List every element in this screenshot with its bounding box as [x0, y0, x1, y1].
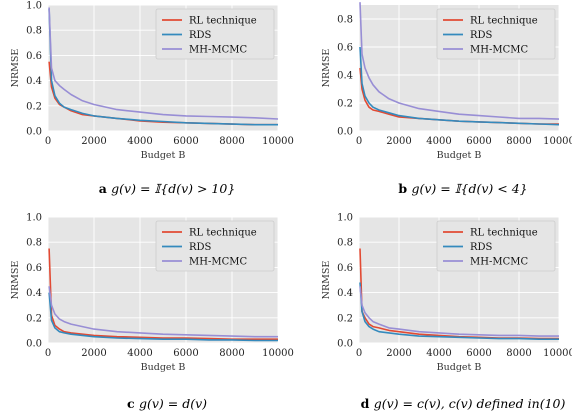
x-tick-label: 10000	[262, 136, 294, 147]
legend-label: RL technique	[470, 16, 538, 27]
y-tick-label: 0.4	[26, 288, 42, 299]
y-tick-label: 0.4	[337, 71, 353, 82]
series-line-rds	[359, 282, 559, 341]
legend-label: RL technique	[470, 228, 538, 239]
legend-label: MH-MCMC	[189, 257, 247, 268]
legend	[436, 220, 556, 272]
series-line-rl-technique	[48, 248, 278, 341]
y-tick-label: 0.4	[26, 76, 42, 87]
y-axis-label: NRMSE	[321, 49, 332, 88]
x-tick-label: 0	[356, 136, 362, 147]
y-tick-label: 0.0	[26, 127, 42, 138]
x-tick-label: 8000	[506, 136, 531, 147]
x-tick-label: 2000	[81, 348, 106, 359]
y-tick-label: 0.2	[26, 313, 42, 324]
y-tick-label: 0.0	[26, 339, 42, 350]
y-tick-label: 0.8	[26, 26, 42, 37]
x-axis-label: Budget B	[141, 362, 186, 373]
x-tick-label: 4000	[426, 348, 451, 359]
y-tick-label: 0.4	[337, 288, 353, 299]
legend-label: MH-MCMC	[470, 45, 528, 56]
y-tick-label: 0.6	[26, 51, 42, 62]
panel-b: 0.0 0.2 0.4 0.6 0.8 0 2000 4000 6000 8000 10000 Bud…	[321, 2, 572, 196]
x-tick-label: 10000	[262, 348, 294, 359]
series-line-mh-mcmc	[359, 2, 560, 120]
series-line-rds	[48, 8, 278, 126]
y-tick-label: 1.0	[26, 213, 42, 224]
x-tick-label: 6000	[466, 348, 491, 359]
y-tick-label: 1.0	[26, 1, 42, 12]
x-tick-label: 2000	[386, 348, 411, 359]
x-tick-label: 4000	[127, 348, 152, 359]
y-axis-label: NRMSE	[10, 261, 21, 300]
x-tick-label: 8000	[219, 348, 244, 359]
series-line-mh-mcmc	[48, 7, 279, 120]
y-tick-label: 0.8	[337, 15, 353, 26]
legend-label: RDS	[470, 30, 493, 41]
x-tick-label: 0	[45, 348, 51, 359]
y-tick-label: 1.0	[337, 213, 353, 224]
x-tick-label: 6000	[173, 348, 198, 359]
x-tick-label: 10000	[543, 348, 572, 359]
y-tick-label: 0.8	[337, 238, 353, 249]
panel-caption: d g(v) = c(v), c(v) defined in(10)	[361, 396, 566, 411]
series-line-rds	[48, 292, 278, 342]
series-line-mh-mcmc	[48, 286, 278, 338]
legend	[155, 8, 275, 60]
y-tick-label: 0.8	[26, 238, 42, 249]
y-tick-label: 0.2	[337, 99, 353, 110]
legend-label: RL technique	[189, 228, 257, 239]
x-axis-label: Budget B	[437, 150, 482, 161]
x-tick-label: 4000	[426, 136, 451, 147]
x-tick-label: 0	[356, 348, 362, 359]
panel-caption: c g(v) = d(v)	[127, 396, 207, 411]
legend	[436, 8, 556, 60]
legend-label: RDS	[189, 30, 212, 41]
legend-label: MH-MCMC	[189, 45, 247, 56]
panel-caption: b g(v) = 𝕀{d(v) < 4}	[398, 181, 527, 196]
y-tick-label: 0.2	[26, 101, 42, 112]
series-line-rds	[359, 46, 560, 126]
y-tick-label: 0.2	[337, 313, 353, 324]
y-axis-label: NRMSE	[10, 49, 21, 88]
y-tick-label: 0.6	[26, 263, 42, 274]
y-tick-label: 0.0	[337, 127, 353, 138]
x-tick-label: 10000	[543, 136, 572, 147]
y-axis-label: NRMSE	[321, 261, 332, 300]
x-tick-label: 8000	[506, 348, 531, 359]
legend	[155, 220, 275, 272]
panel-caption: a g(v) = 𝕀{d(v) > 10}	[99, 181, 236, 196]
x-tick-label: 6000	[466, 136, 491, 147]
x-tick-label: 2000	[386, 136, 411, 147]
legend-label: RL technique	[189, 16, 257, 27]
legend-label: RDS	[470, 242, 493, 253]
panel-d: 0.0 0.2 0.4 0.6 0.8 1.0 0 2000 4000 6000 8000 10000…	[321, 213, 572, 412]
y-tick-label: 0.6	[337, 43, 353, 54]
panel-a: 0.0 0.2 0.4 0.6 0.8 1.0 0 2000 4000 6000 8000 10000…	[10, 1, 294, 197]
legend-label: MH-MCMC	[470, 257, 528, 268]
y-tick-label: 0.0	[337, 339, 353, 350]
y-tick-label: 0.6	[337, 263, 353, 274]
panel-c: 0.0 0.2 0.4 0.6 0.8 1.0 0 2000 4000 6000 8000 10000…	[10, 213, 294, 412]
series-line-mh-mcmc	[359, 286, 559, 337]
x-axis-label: Budget B	[141, 150, 186, 161]
x-tick-label: 6000	[173, 136, 198, 147]
x-tick-label: 2000	[81, 136, 106, 147]
x-tick-label: 0	[45, 136, 51, 147]
x-axis-label: Budget B	[437, 362, 482, 373]
x-tick-label: 8000	[219, 136, 244, 147]
legend-label: RDS	[189, 242, 212, 253]
x-tick-label: 4000	[127, 136, 152, 147]
